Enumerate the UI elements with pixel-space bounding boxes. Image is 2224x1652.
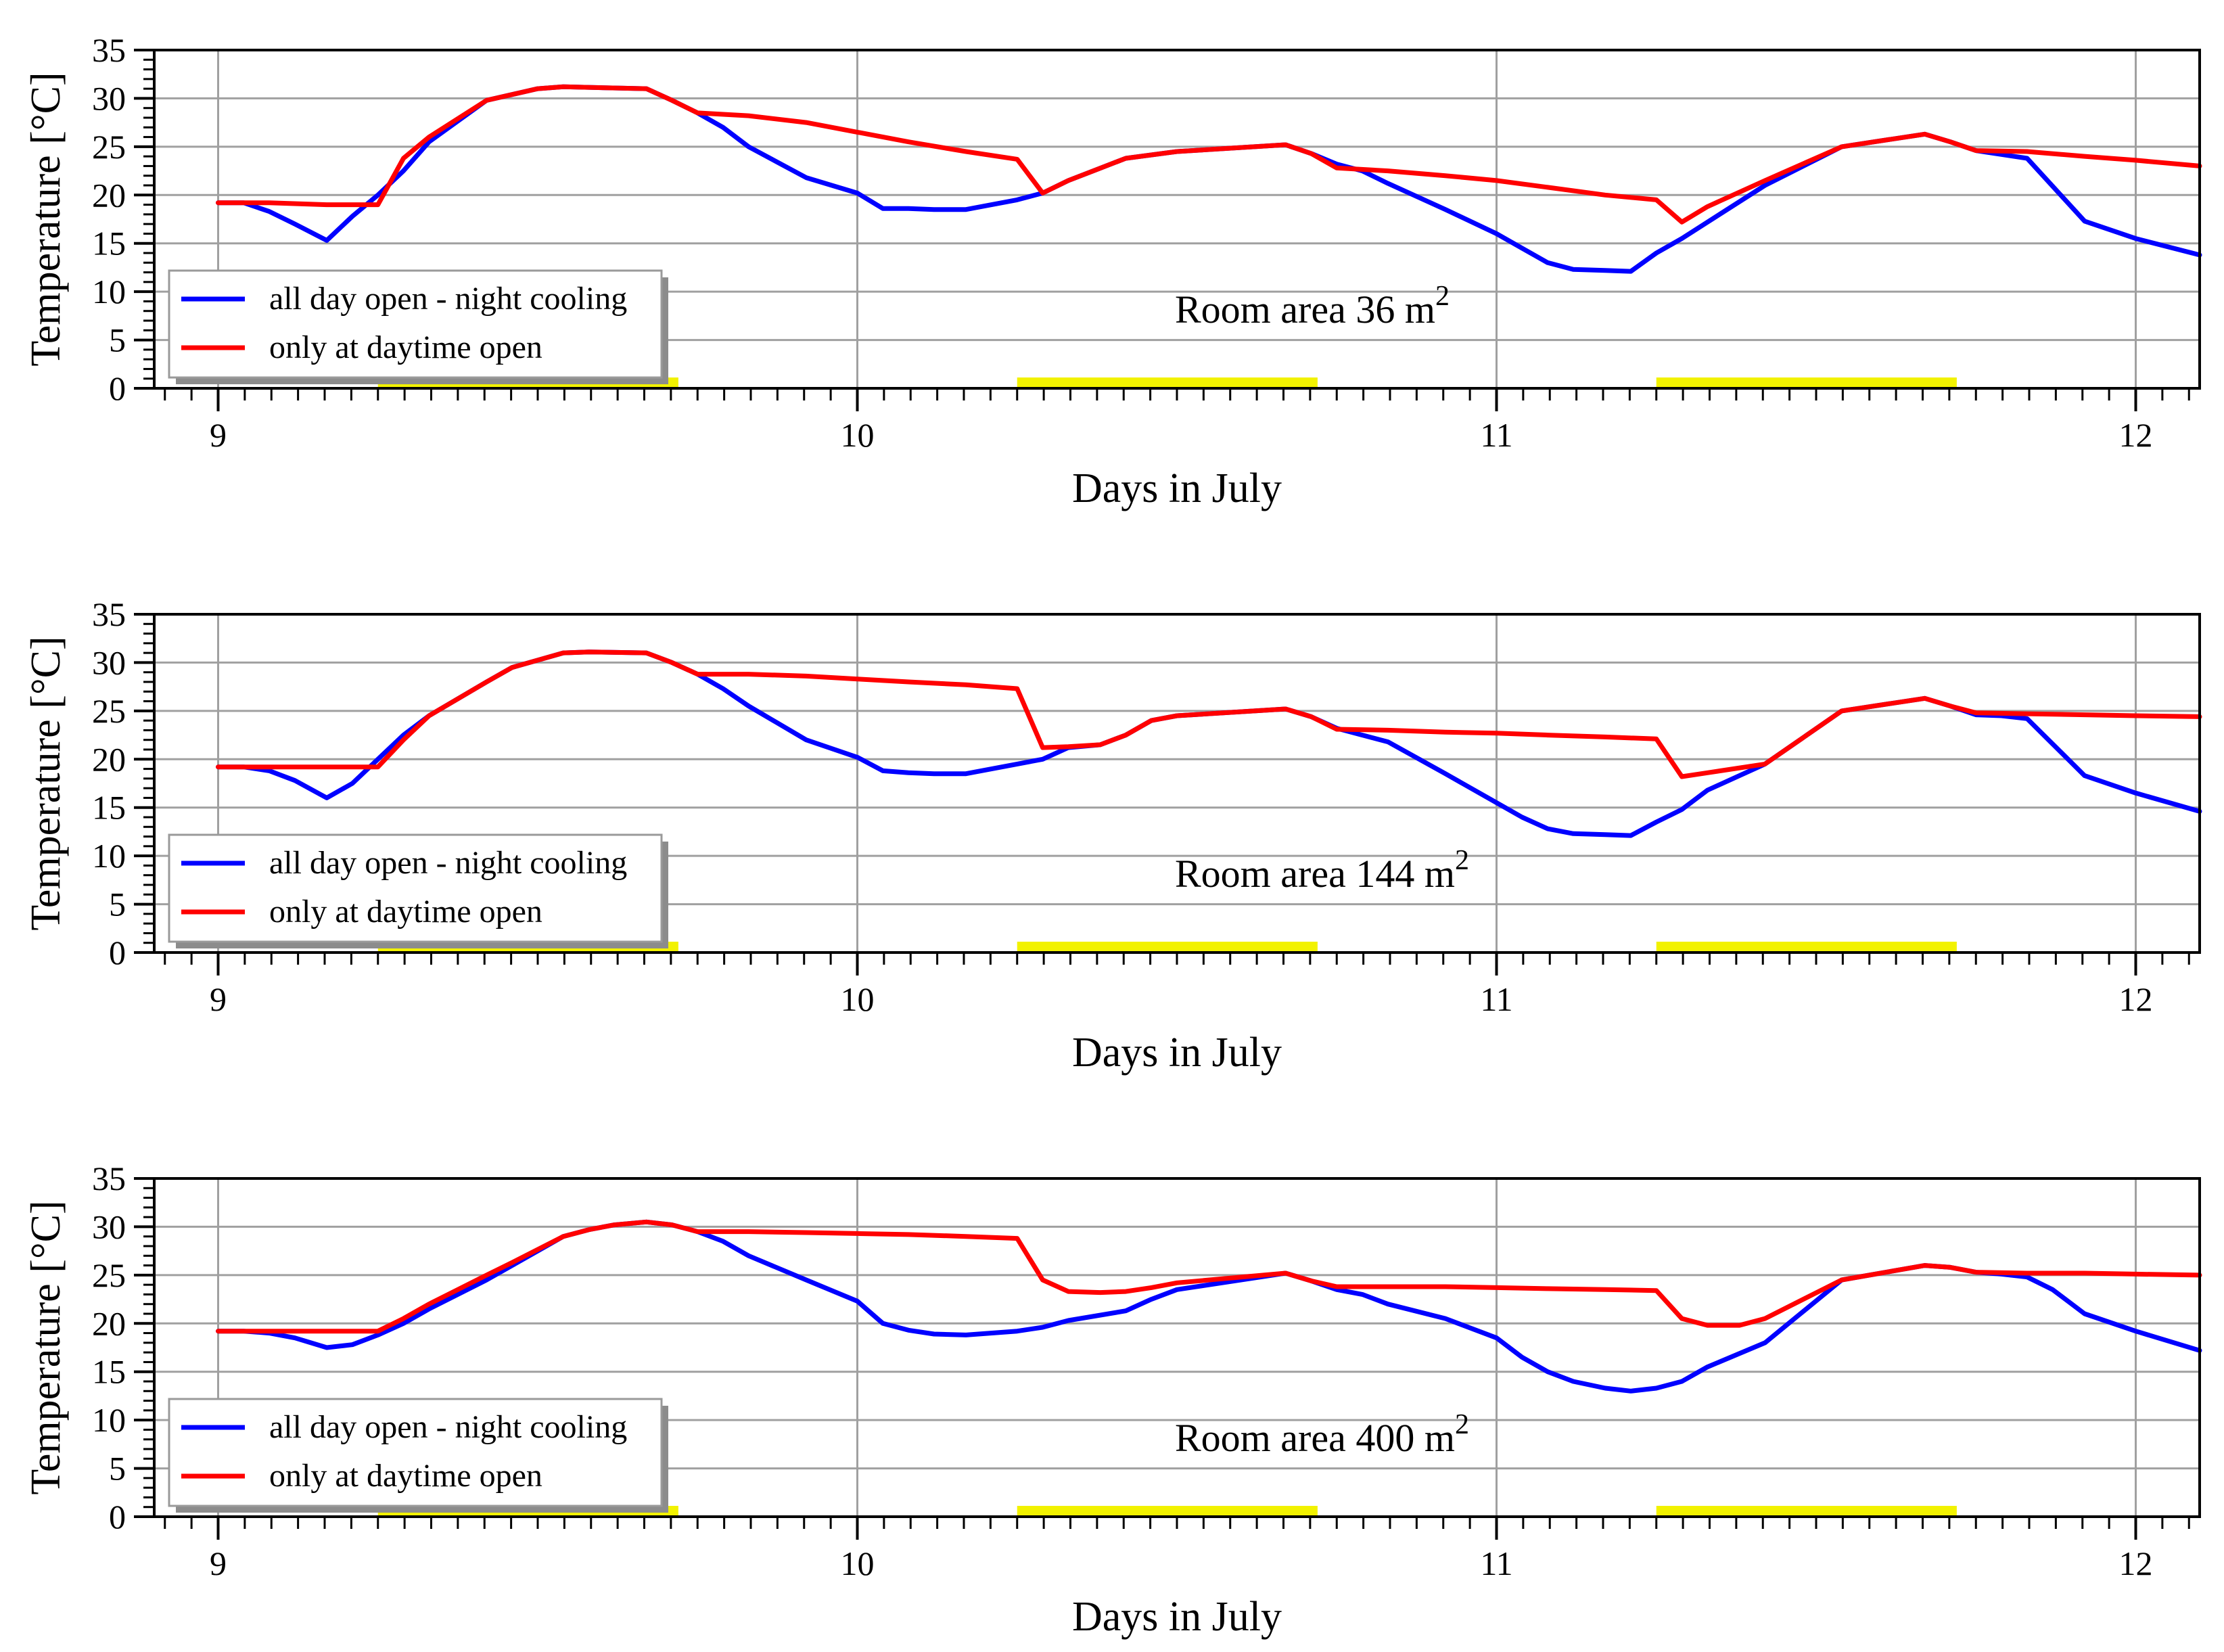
chart-1-ytick-label-3: 15 [92, 225, 126, 262]
chart-3-legend-label-2: only at daytime open [269, 1458, 542, 1494]
chart-3-ytick-label-1: 5 [109, 1450, 126, 1488]
chart-2-highlight-2 [1656, 942, 1957, 951]
chart-2-ylabel: Temperature [°C] [23, 636, 69, 930]
chart-2-ytick-label-3: 15 [92, 789, 126, 827]
chart-3-ytick-label-2: 10 [92, 1401, 126, 1439]
chart-1-xtick-label-3: 12 [2119, 416, 2153, 454]
chart-3-legend [168, 1398, 663, 1507]
chart-3-legend-label-1: all day open - night cooling [269, 1409, 627, 1445]
chart-1-annotation: Room area 36 m2 [1175, 281, 1450, 331]
chart-2-ytick-label-0: 0 [109, 934, 126, 971]
chart-2-annotation: Room area 144 m2 [1175, 845, 1469, 896]
chart-2-xtick-label-1: 10 [841, 980, 875, 1018]
chart-3-xlabel: Days in July [1072, 1594, 1282, 1640]
chart-1-ytick-label-1: 5 [109, 321, 126, 359]
chart-2-ytick-label-4: 20 [92, 740, 126, 778]
chart-1-xtick-label-0: 9 [210, 416, 227, 454]
chart-1-series-2-line [216, 84, 2202, 225]
chart-1-ylabel: Temperature [°C] [23, 72, 69, 366]
chart-3-xtick-label-2: 11 [1480, 1544, 1512, 1582]
chart-1-ytick-label-7: 35 [92, 31, 126, 69]
chart-3-ytick-label-6: 30 [92, 1208, 126, 1245]
chart-3-xtick-label-0: 9 [210, 1544, 227, 1582]
chart-2-ytick-label-2: 10 [92, 837, 126, 875]
chart-2: 0 5 10 15 20 25 30 35 9 10 11 12 Days in July Tempera… [23, 595, 2202, 1076]
chart-2-annotation-sup: 2 [1455, 845, 1469, 876]
chart-3-annotation: Room area 400 m2 [1175, 1409, 1469, 1460]
chart-1-ytick-label-6: 30 [92, 79, 126, 117]
chart-2-xtick-label-0: 9 [210, 980, 227, 1018]
chart-1-ytick-label-4: 20 [92, 176, 126, 214]
chart-3-highlight-2 [1656, 1506, 1957, 1515]
chart-3-xtick-label-3: 12 [2119, 1544, 2153, 1582]
chart-1-xtick-label-1: 10 [841, 416, 875, 454]
chart-1-legend-label-2: only at daytime open [269, 329, 542, 365]
chart-1-legend [168, 269, 663, 379]
chart-3-ytick-label-3: 15 [92, 1353, 126, 1391]
chart-1: 0 5 10 15 20 25 30 35 9 10 11 12 Days in July Tempera… [23, 31, 2202, 511]
chart-1-legend-label-1: all day open - night cooling [269, 281, 627, 317]
chart-2-xtick-label-3: 12 [2119, 980, 2153, 1018]
chart-1-ytick-label-5: 25 [92, 128, 126, 166]
chart-1-xtick-label-2: 11 [1480, 416, 1512, 454]
chart-3-highlight-1 [1017, 1506, 1318, 1515]
chart-3-annotation-sup: 2 [1455, 1409, 1469, 1440]
chart-3-ytick-label-0: 0 [109, 1498, 126, 1536]
chart-1-highlight-2 [1656, 377, 1957, 387]
chart-3-series-2-line [216, 1219, 2202, 1334]
chart-3-ytick-label-7: 35 [92, 1160, 126, 1197]
chart-3-ytick-label-5: 25 [92, 1256, 126, 1294]
chart-2-series-2-line [216, 649, 2202, 779]
chart-1-ytick-label-2: 10 [92, 273, 126, 311]
chart-3-series-1-line [216, 1219, 2202, 1394]
chart-1-xlabel: Days in July [1072, 465, 1282, 511]
chart-2-ytick-label-7: 35 [92, 595, 126, 633]
chart-2-xtick-label-2: 11 [1480, 980, 1512, 1018]
chart-2-legend [168, 833, 663, 943]
chart-1-highlight-1 [1017, 377, 1318, 387]
chart-2-highlight-1 [1017, 942, 1318, 951]
chart-3-xtick-label-1: 10 [841, 1544, 875, 1582]
chart-2-ytick-label-1: 5 [109, 886, 126, 923]
chart-2-ytick-label-5: 25 [92, 692, 126, 730]
chart-1-ytick-label-0: 0 [109, 369, 126, 407]
chart-1-annotation-sup: 2 [1435, 281, 1450, 312]
chart-3-ytick-label-4: 20 [92, 1304, 126, 1342]
chart-2-legend-label-1: all day open - night cooling [269, 845, 627, 881]
chart-3-ylabel: Temperature [°C] [23, 1200, 69, 1494]
chart-3: 0 5 10 15 20 25 30 35 9 10 11 12 Days in July Tempera… [23, 1160, 2202, 1640]
chart-2-ytick-label-6: 30 [92, 643, 126, 681]
chart-2-legend-label-2: only at daytime open [269, 894, 542, 930]
chart-2-xlabel: Days in July [1072, 1030, 1282, 1076]
